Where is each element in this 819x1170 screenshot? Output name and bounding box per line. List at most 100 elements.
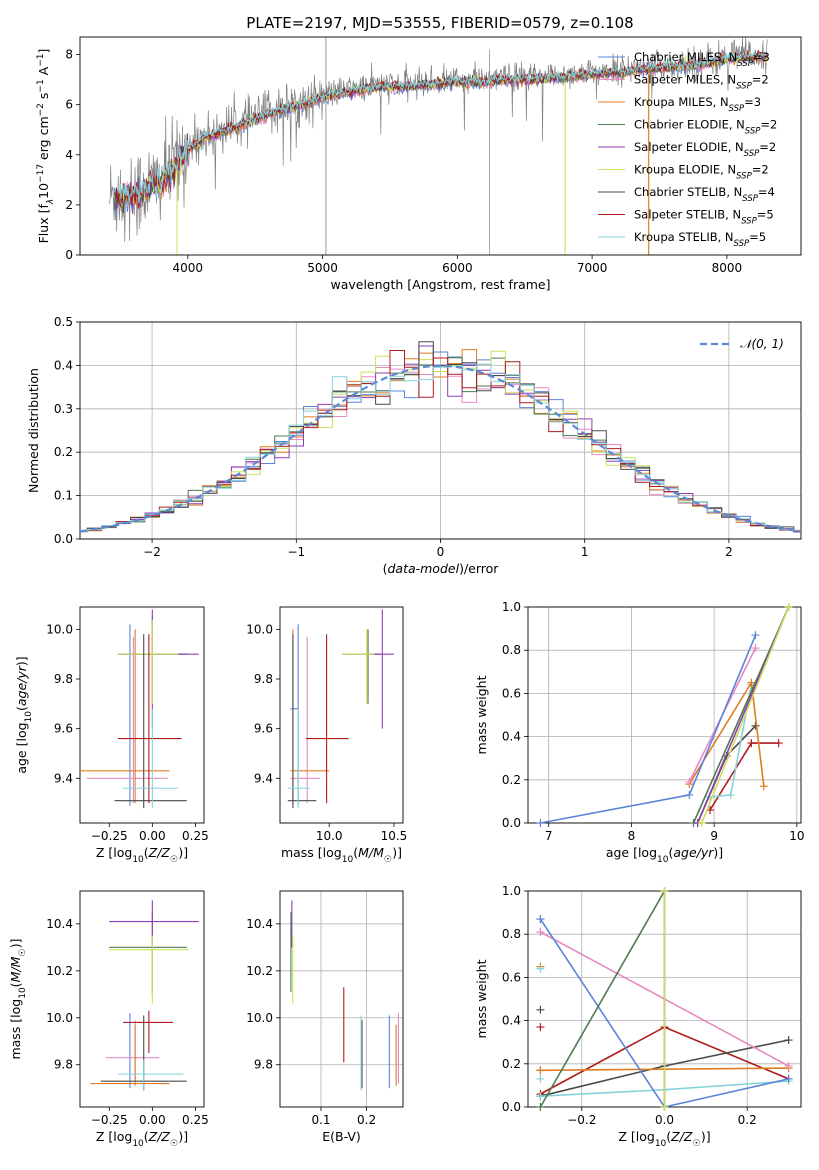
- x-tick-label: 0.2: [357, 1113, 376, 1127]
- spectrum-model-chabrier_stelib: [113, 51, 768, 214]
- normal-curve: [80, 364, 799, 533]
- y-axis-label: mass weight: [474, 959, 489, 1038]
- x-tick-label: 0.1: [311, 1113, 330, 1127]
- weight-marker-salpeter_miles: [685, 777, 694, 786]
- weight-marker-kroupa_stelib: [536, 1092, 545, 1101]
- x-axis-label: Z [log10(Z/Z☉ )]: [618, 1129, 710, 1149]
- legend-label-normal: 𝒩(0, 1): [740, 337, 784, 351]
- residuals-plot-area: [80, 341, 801, 533]
- y-axis-label: Normed distribution: [26, 368, 41, 493]
- axes-frame: [279, 890, 404, 1108]
- y-axis-label: mass weight: [474, 675, 489, 754]
- weight-line-kroupa_elodie: [700, 606, 790, 824]
- x-tick-label: 7000: [577, 261, 608, 275]
- mass_vs_EBV-plot-area: [290, 900, 399, 1091]
- weight-marker-chabrier_stelib: [536, 1005, 545, 1014]
- x-axis-label: Z [log10(Z/Z☉ )]: [96, 1129, 188, 1149]
- weight-marker-chabrier_miles: [685, 790, 694, 799]
- weight_vs_age-panel: 7 8 9 10 0.0 0.2 0.4 0.6 0.8 1.0 age [log10(age/yr…: [474, 600, 805, 865]
- weight-marker-salpeter_miles: [751, 644, 760, 653]
- y-tick-label: 10.0: [46, 622, 73, 636]
- y-tick-label: 10.0: [46, 1011, 73, 1025]
- y-tick-label: 0.2: [502, 1057, 521, 1071]
- weight-marker-kroupa_stelib: [536, 964, 545, 973]
- y-tick-label: 0.5: [54, 315, 73, 329]
- x-tick-label: 0.00: [139, 1113, 166, 1127]
- y-tick-label: 0.2: [54, 445, 73, 459]
- weight-marker-salpeter_stelib: [536, 1023, 545, 1032]
- spectrum-panel: 4000 5000 6000 7000 8000 0 2 4 6 8 wavelength [Ang…: [36, 36, 802, 292]
- age_vs_mass-plot-area: [287, 609, 394, 809]
- x-tick-label: 0.2: [738, 1113, 757, 1127]
- age_vs_mass-panel: 10.0 10.5 9.4 9.6 9.8 10.0 mass [log10(M/M☉ )]: [246, 606, 407, 865]
- spectrum-plot-area: [109, 37, 768, 255]
- y-tick-label: 9.4: [54, 771, 73, 785]
- weight-marker-kroupa_elodie: [660, 1103, 669, 1111]
- x-tick-label: 9: [710, 829, 718, 843]
- y-tick-label: 9.6: [254, 722, 273, 736]
- x-tick-label: 5000: [307, 261, 338, 275]
- weight-marker-kroupa_elodie: [784, 603, 793, 611]
- y-axis-label: Flux [fλ10−17 erg cm−2 s−1 A−1]: [36, 49, 56, 244]
- weight-marker-chabrier_miles: [751, 631, 760, 640]
- y-tick-label: 0.3: [54, 402, 73, 416]
- legend-label-kroupa_miles: Kroupa MILES, NSSP=3: [634, 95, 761, 114]
- y-tick-label: 0.0: [502, 1100, 521, 1114]
- mass_vs_Z-plot-area: [90, 900, 199, 1091]
- age_vs_Z-panel: −0.25 0.00 0.25 9.4 9.6 9.8 10.0 Z [log10(Z/Z☉ …: [14, 606, 209, 865]
- axes-frame: [527, 606, 802, 824]
- x-tick-label: −2: [143, 545, 161, 559]
- y-tick-label: 0.2: [502, 773, 521, 787]
- y-tick-label: 4: [65, 148, 73, 162]
- x-axis-label: (data-model)/error: [383, 561, 500, 576]
- y-axis-label: mass [log10(M/M☉ )]: [8, 938, 28, 1059]
- y-tick-label: 9.8: [254, 1058, 273, 1072]
- x-tick-label: 0.0: [655, 1113, 674, 1127]
- weight-marker-kroupa_miles: [747, 678, 756, 687]
- y-tick-label: 0.0: [502, 816, 521, 830]
- weight_vs_Z-panel: −0.2 0.0 0.2 0.0 0.2 0.4 0.6 0.8 1.0 Z [log10(Z/Z…: [474, 884, 802, 1149]
- x-axis-label: E(B-V): [322, 1129, 361, 1144]
- axes-frame: [79, 606, 205, 824]
- y-tick-label: 2: [65, 198, 73, 212]
- y-tick-label: 10.4: [246, 917, 273, 931]
- y-tick-label: 10.2: [246, 964, 273, 978]
- x-tick-label: 1: [581, 545, 589, 559]
- x-tick-label: 10.0: [316, 829, 343, 843]
- weight-marker-kroupa_elodie: [697, 819, 706, 827]
- legend-label-chabrier_stelib: Chabrier STELIB, NSSP=4: [634, 185, 775, 204]
- x-tick-label: 4000: [173, 261, 204, 275]
- y-axis-label: age [log10(age/yr)]: [14, 656, 34, 773]
- y-tick-label: 9.8: [54, 1058, 73, 1072]
- x-tick-label: 0.25: [182, 829, 209, 843]
- x-tick-label: 0: [437, 545, 445, 559]
- y-tick-label: 0.6: [502, 686, 521, 700]
- weight-marker-salpeter_miles: [536, 928, 545, 937]
- x-tick-label: 2: [725, 545, 733, 559]
- y-tick-label: 1.0: [502, 884, 521, 898]
- figure-title: PLATE=2197, MJD=53555, FIBERID=0579, z=0…: [246, 14, 633, 32]
- weight-marker-kroupa_stelib: [536, 1074, 545, 1083]
- x-tick-label: −0.25: [91, 829, 128, 843]
- y-tick-label: 0.0: [54, 532, 73, 546]
- y-tick-label: 8: [65, 48, 73, 62]
- spectrum-legend: Chabrier MILES, NSSP=3 Salpeter MILES, NS…: [598, 50, 777, 249]
- weight-line-chabrier_elodie: [539, 890, 666, 1108]
- x-axis-label: wavelength [Angstrom, rest frame]: [330, 277, 550, 292]
- legend-label-chabrier_elodie: Chabrier ELODIE, NSSP=2: [634, 118, 777, 137]
- weight-marker-chabrier_miles: [536, 819, 545, 827]
- legend-label-salpeter_stelib: Salpeter STELIB, NSSP=5: [634, 208, 774, 227]
- legend-label-chabrier_miles: Chabrier MILES, NSSP=3: [634, 50, 770, 69]
- y-tick-label: 0.4: [502, 730, 521, 744]
- y-tick-label: 0.6: [502, 970, 521, 984]
- weight-marker-kroupa_stelib: [726, 790, 735, 799]
- legend-label-kroupa_elodie: Kroupa ELODIE, NSSP=2: [634, 163, 769, 182]
- axes-frame: [279, 606, 404, 824]
- weight-marker-chabrier_miles: [784, 1074, 793, 1083]
- weight-line-chabrier_stelib: [696, 725, 757, 824]
- histogram-kroupa_stelib: [80, 363, 801, 533]
- weight-marker-chabrier_miles: [536, 915, 545, 924]
- y-tick-label: 9.8: [54, 672, 73, 686]
- y-tick-label: 0.4: [502, 1014, 521, 1028]
